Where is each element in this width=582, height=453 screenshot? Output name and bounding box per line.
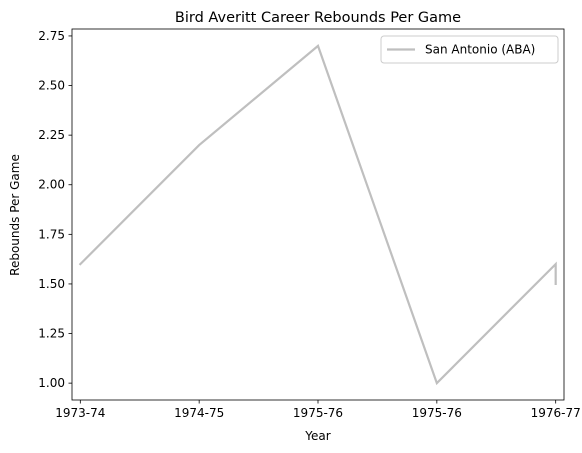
y-tick-label: 2.50 xyxy=(38,79,65,93)
chart-title: Bird Averitt Career Rebounds Per Game xyxy=(175,10,461,26)
y-tick-label: 1.75 xyxy=(38,227,65,241)
legend-box xyxy=(380,35,559,64)
y-axis-label: Rebounds Per Game xyxy=(8,154,22,276)
x-tick-label: 1973-74 xyxy=(55,406,105,420)
y-tick-label: 2.00 xyxy=(38,178,65,192)
plot-area-frame xyxy=(71,28,565,401)
y-tick-label: 1.25 xyxy=(38,327,65,341)
x-tick-label: 1974-75 xyxy=(174,406,224,420)
legend: San Antonio (ABA) xyxy=(380,35,559,64)
y-tick-label: 2.75 xyxy=(38,29,65,43)
series-layer xyxy=(78,44,557,386)
legend-label-san-antonio-aba: San Antonio (ABA) xyxy=(425,43,535,57)
x-axis-label: Year xyxy=(304,429,330,443)
y-tick-label: 1.00 xyxy=(38,376,65,390)
x-tick-label: 1976-77 xyxy=(531,406,581,420)
ticks-layer: 1973-741974-751975-761975-761976-771977-… xyxy=(38,29,581,420)
x-tick-label: 1975-76 xyxy=(293,406,343,420)
y-tick-label: 2.25 xyxy=(38,128,65,142)
series-line-san-antonio-aba xyxy=(78,44,557,386)
y-tick-label: 1.50 xyxy=(38,277,65,291)
x-tick-label: 1975-76 xyxy=(412,406,462,420)
